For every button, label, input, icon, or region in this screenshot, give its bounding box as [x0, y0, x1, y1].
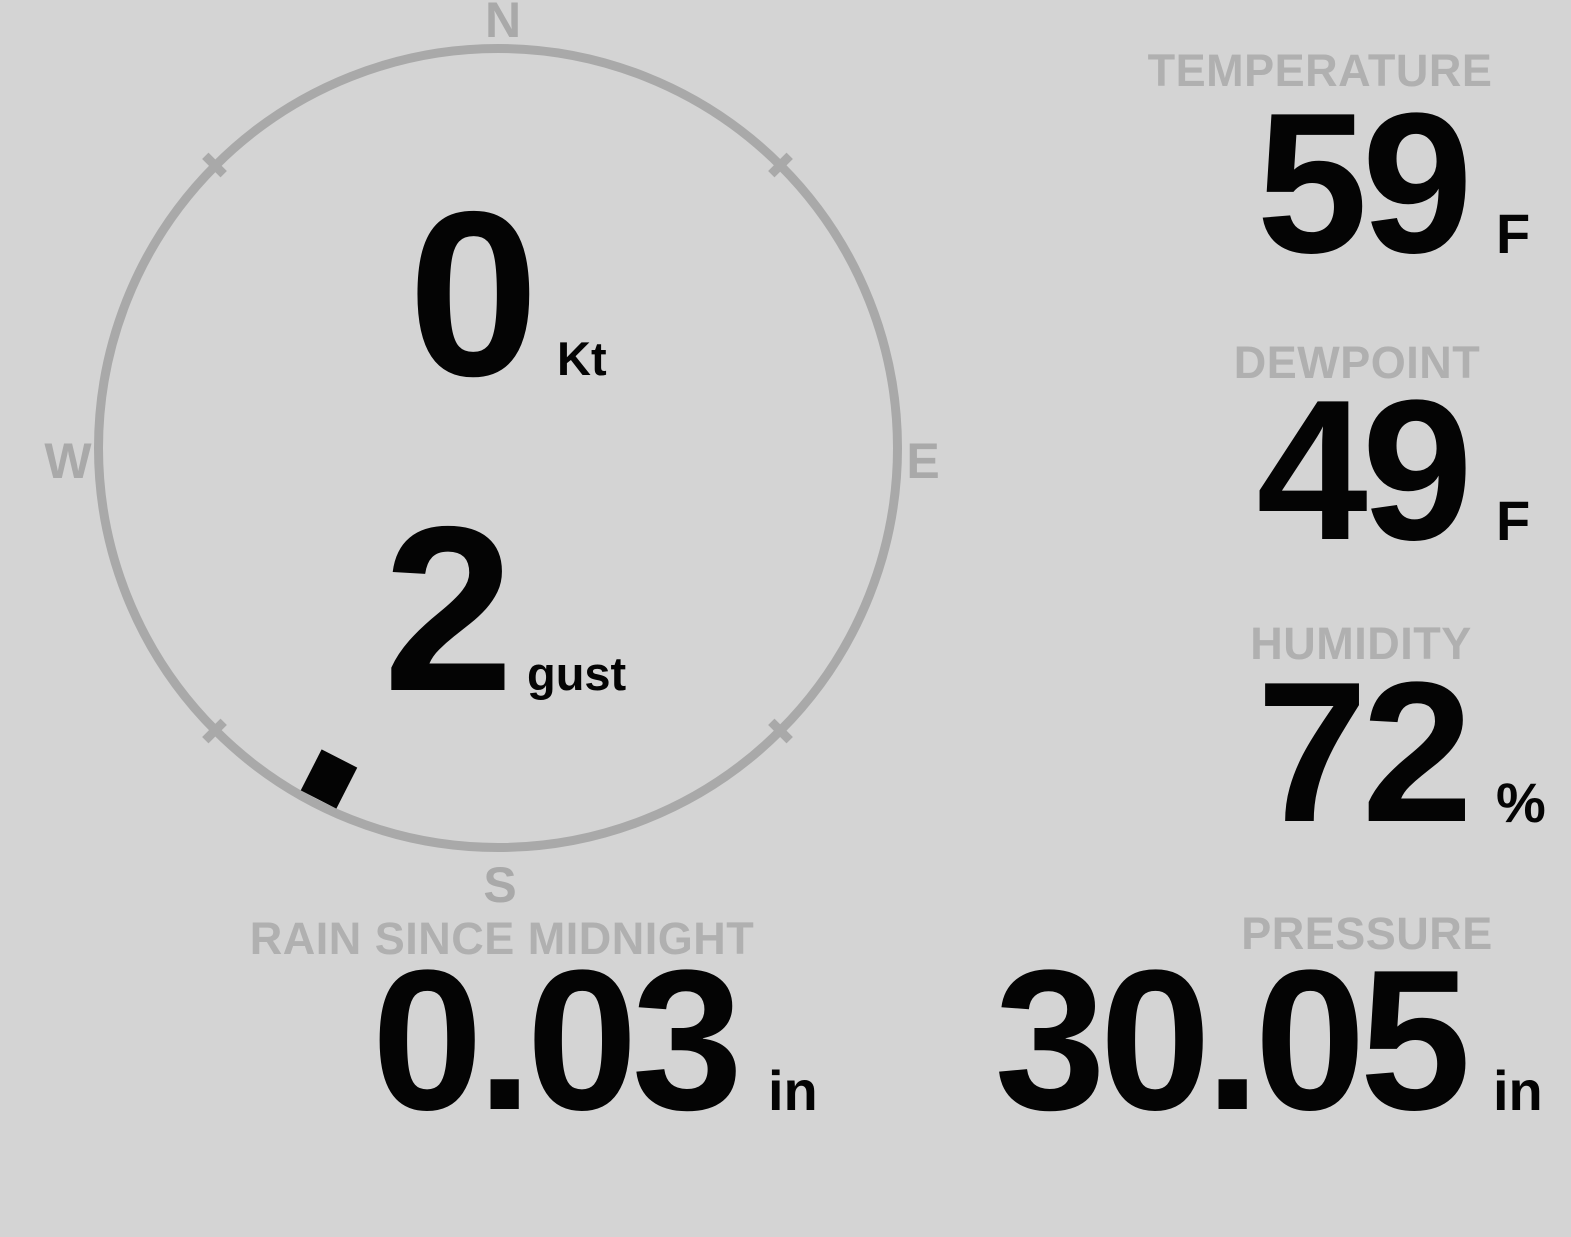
pressure-unit: in — [1493, 1059, 1543, 1122]
humidity-label: HUMIDITY — [1250, 618, 1472, 669]
wind-speed-unit: Kt — [557, 332, 607, 385]
compass-label-south: S — [483, 857, 517, 913]
humidity-unit: % — [1496, 771, 1546, 834]
humidity-value: 72 — [1256, 641, 1473, 864]
dewpoint-value: 49 — [1256, 359, 1473, 582]
rain-label: RAIN SINCE MIDNIGHT — [249, 913, 755, 964]
dewpoint-label: DEWPOINT — [1233, 337, 1481, 388]
compass-label-west: W — [44, 433, 92, 489]
pressure-label: PRESSURE — [1241, 908, 1493, 959]
compass-label-east: E — [906, 433, 940, 489]
compass-label-north: N — [484, 0, 522, 48]
wind-gust-value: 2 — [383, 477, 514, 740]
rain-value: 0.03 — [371, 929, 743, 1152]
wind-gust-unit: gust — [527, 647, 627, 700]
temperature-label: TEMPERATURE — [1147, 45, 1493, 96]
temperature-value: 59 — [1256, 72, 1473, 295]
dewpoint-unit: F — [1496, 489, 1531, 552]
compass-circle — [94, 44, 902, 852]
wind-speed-value: 0 — [408, 162, 539, 425]
temperature-unit: F — [1496, 202, 1531, 265]
pressure-value: 30.05 — [994, 929, 1471, 1152]
rain-unit: in — [768, 1059, 818, 1122]
